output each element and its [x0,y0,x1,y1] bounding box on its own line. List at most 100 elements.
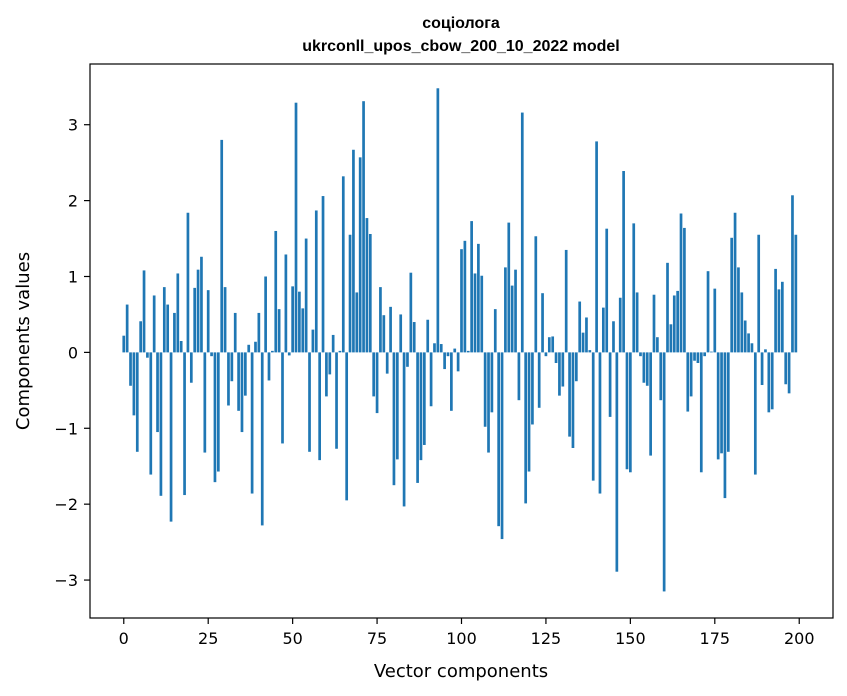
bar-133 [571,352,575,448]
bar-33 [233,312,237,353]
bar-54 [304,238,308,353]
bar-57 [314,210,318,353]
bar-122 [534,236,538,353]
bar-47 [281,352,284,444]
bar-1 [125,304,129,353]
y-tick-label-5: 2 [68,192,78,211]
bar-18 [183,352,186,496]
bar-183 [740,292,744,353]
bar-123 [537,352,541,408]
x-tick-label-4: 100 [446,629,477,648]
bar-161 [666,262,669,353]
bar-88 [419,352,423,461]
x-tick-label-1: 25 [198,629,218,648]
bar-50 [291,286,294,353]
bar-170 [696,352,700,363]
bar-146 [615,352,619,572]
bar-147 [618,297,622,353]
bar-62 [331,334,335,353]
bar-129 [558,352,561,396]
bar-7 [146,352,149,358]
bar-101 [463,240,467,353]
bar-142 [601,307,605,353]
bar-157 [652,294,656,353]
y-tick-label-6: 3 [68,116,78,135]
bar-191 [767,352,771,413]
x-axis-ticks: 0 25 50 75 100 125 150 175 200 [119,618,815,648]
bar-42 [264,276,267,353]
x-tick-label-2: 50 [282,629,302,648]
bar-83 [402,352,406,507]
bar-153 [639,352,642,357]
bar-160 [662,352,666,592]
bar-182 [737,267,740,353]
bar-45 [274,230,278,353]
bar-136 [581,332,585,353]
bar-106 [480,275,484,353]
bar-108 [487,352,490,453]
bar-36 [244,352,247,396]
bar-43 [267,352,271,381]
bar-119 [524,352,528,504]
x-axis-label: Vector components [374,661,548,682]
bar-110 [493,309,497,353]
bar-175 [713,288,717,353]
bar-13 [166,304,170,353]
bar-72 [365,218,369,353]
bar-107 [483,352,487,427]
bar-21 [193,287,197,353]
bar-61 [328,352,332,375]
bar-98 [453,348,457,353]
bar-52 [298,291,301,353]
bar-112 [500,352,504,540]
bar-120 [527,352,531,472]
bar-84 [406,352,409,367]
bar-162 [669,324,673,353]
bar-155 [645,352,649,386]
bar-67 [348,234,352,353]
bar-73 [368,233,372,353]
bar-16 [176,273,180,353]
bar-14 [169,352,173,522]
bar-56 [311,329,315,353]
bar-164 [676,290,679,353]
bar-102 [466,350,470,353]
bar-180 [730,237,734,353]
bar-99 [456,352,460,372]
bar-151 [632,223,636,353]
y-tick-label-4: 1 [68,267,78,286]
bar-194 [777,289,781,353]
bar-66 [345,352,349,501]
bar-79 [389,306,392,353]
bar-20 [189,352,193,383]
bar-29 [220,139,224,353]
bar-141 [598,352,602,494]
bar-172 [703,352,707,357]
bar-5 [139,321,143,353]
bar-12 [162,287,166,353]
bar-27 [213,352,217,483]
bar-96 [446,352,450,357]
bar-86 [412,322,416,353]
bar-23 [200,256,203,353]
x-tick-label-7: 175 [700,629,731,648]
bar-85 [409,272,413,353]
bar-28 [216,352,220,472]
bar-32 [230,352,234,382]
bar-181 [733,212,737,353]
bar-53 [301,308,305,353]
bar-100 [460,249,463,353]
bar-150 [629,352,632,473]
bar-165 [679,213,683,353]
bar-176 [716,352,720,460]
bar-177 [720,352,723,454]
bar-149 [625,352,629,470]
bar-81 [395,352,399,460]
bar-148 [622,171,625,353]
bar-0 [122,335,126,353]
bar-8 [149,352,153,475]
bar-173 [706,271,710,353]
chart-title: соціолога [422,15,500,32]
bar-40 [257,312,261,353]
